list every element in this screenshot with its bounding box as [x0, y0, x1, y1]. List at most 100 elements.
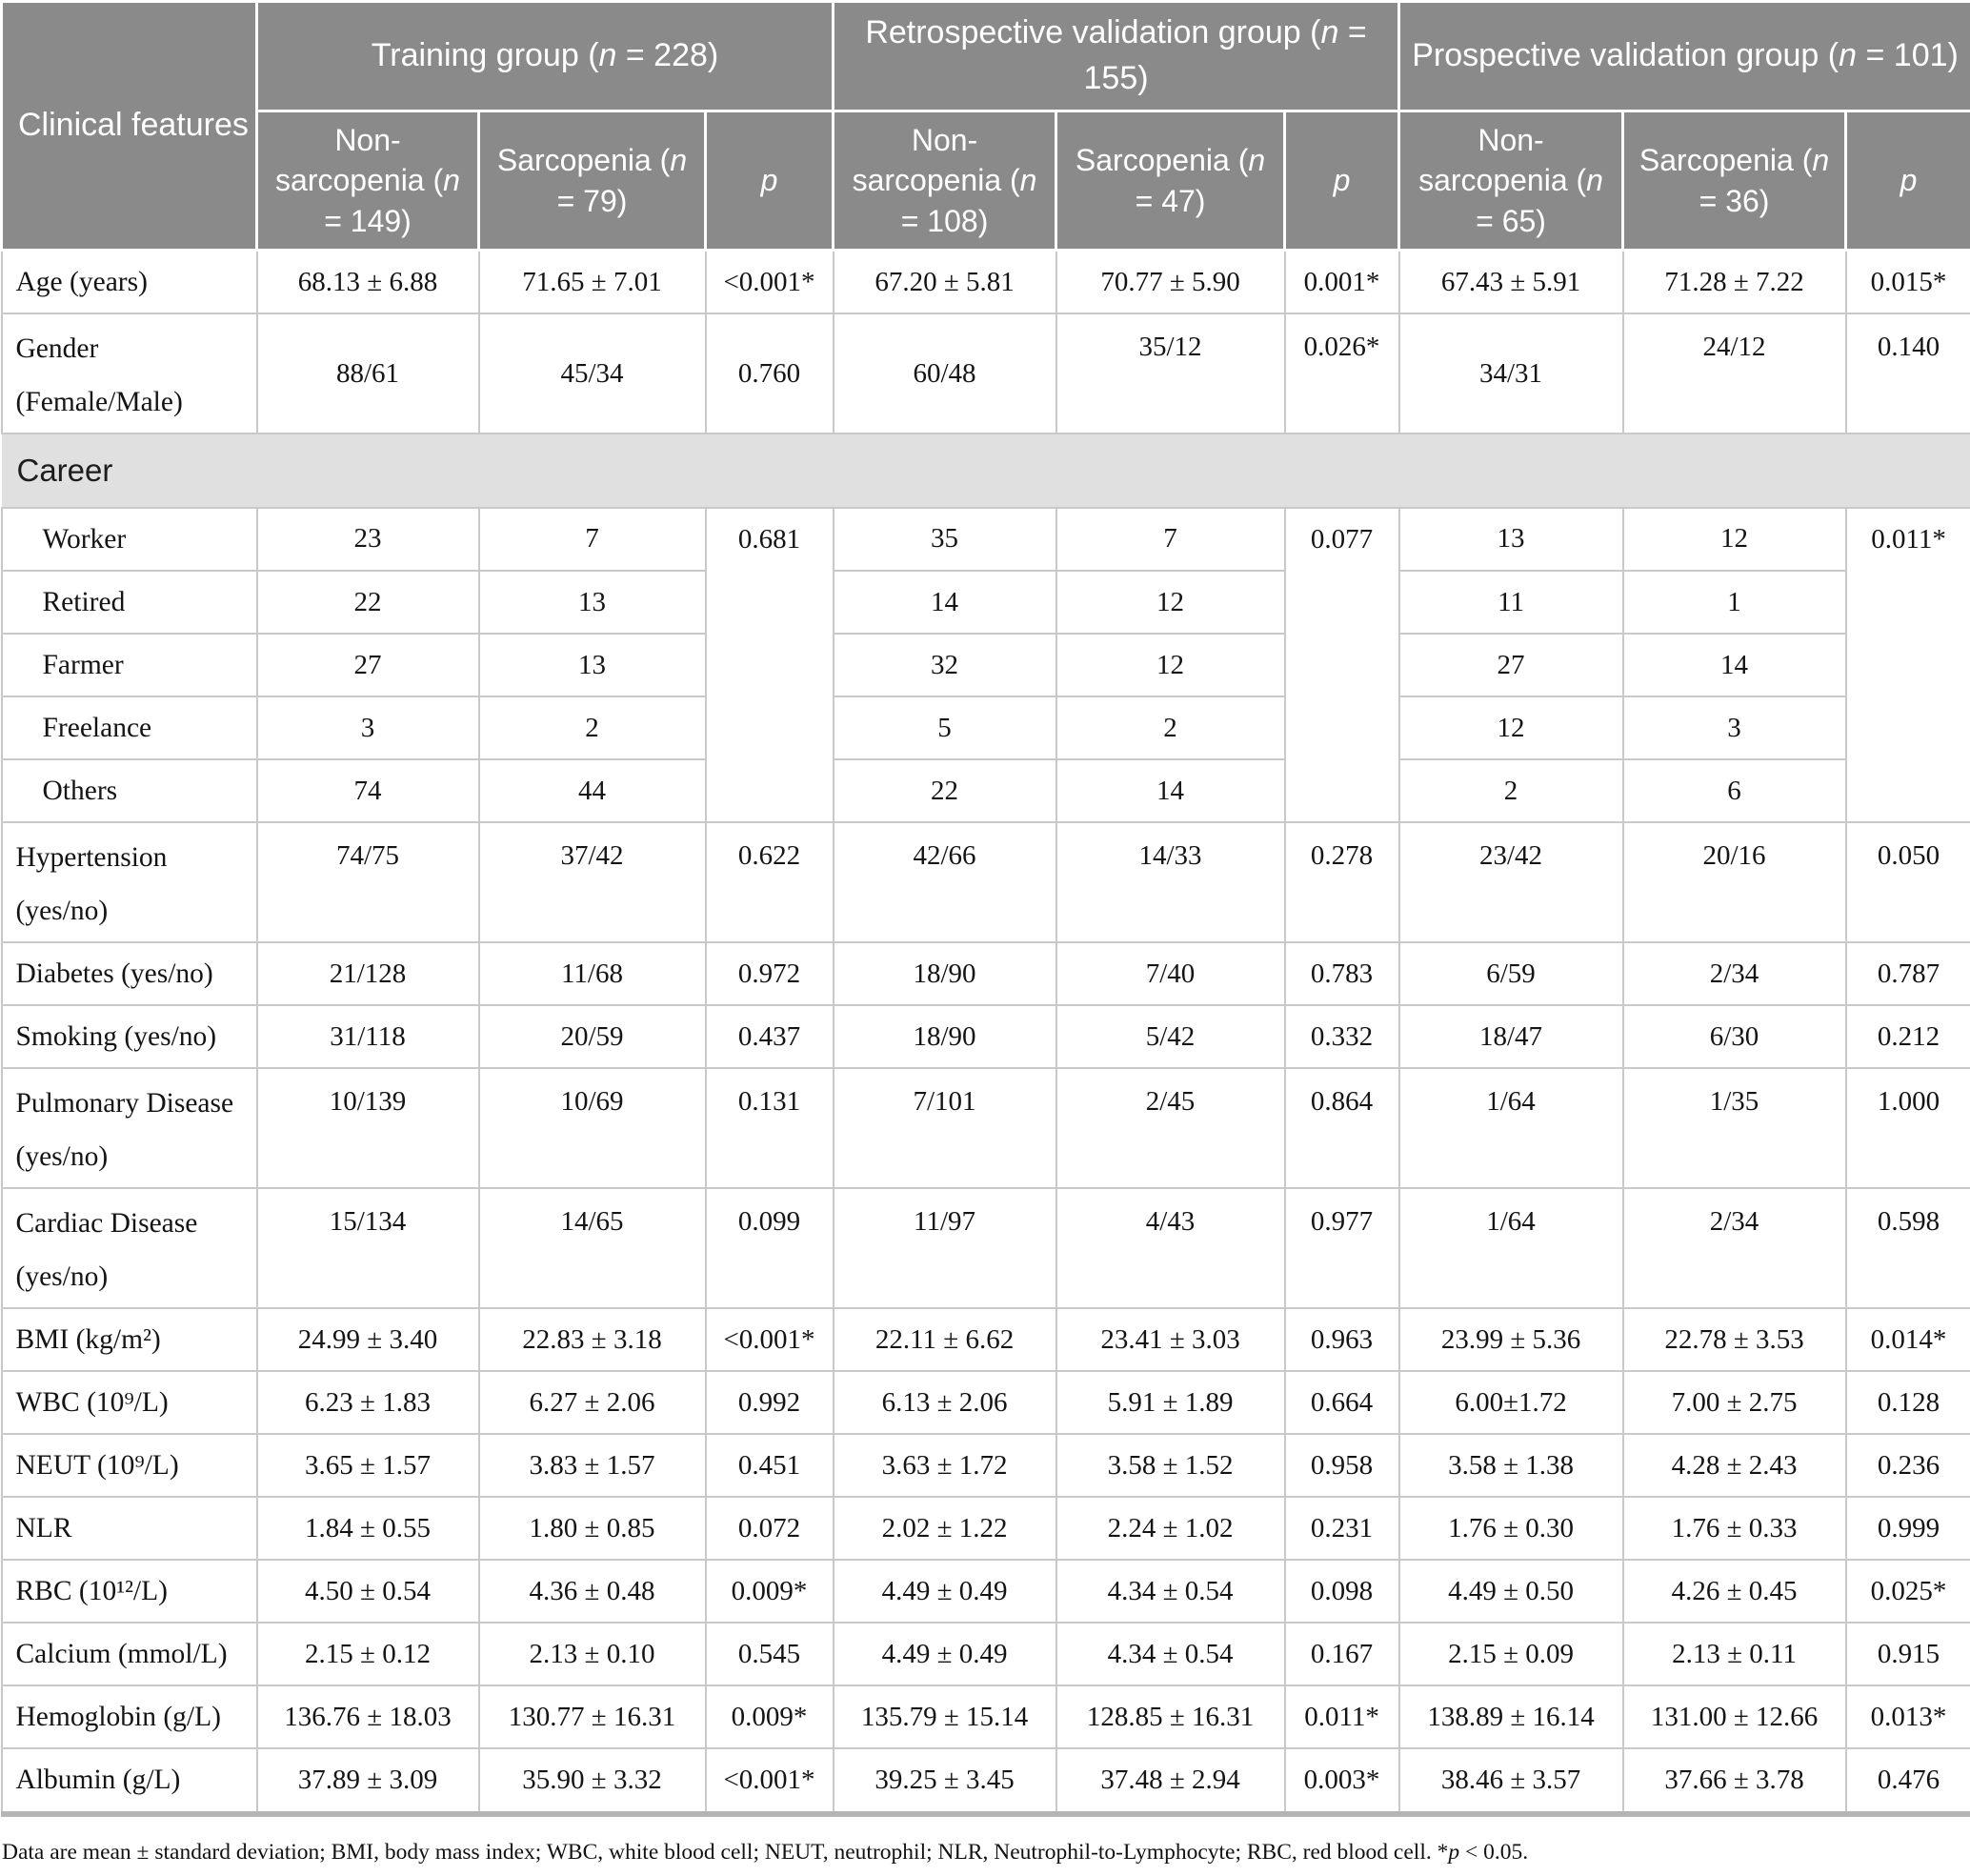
- table-cell: 6/30: [1623, 1005, 1846, 1068]
- table-cell: 0.915: [1846, 1623, 1970, 1685]
- table-cell: 0.050: [1846, 822, 1970, 942]
- table-cell: 67.43 ± 5.91: [1399, 251, 1623, 314]
- table-cell: 1/35: [1623, 1068, 1846, 1188]
- table-cell: 3.63 ± 1.72: [834, 1434, 1056, 1497]
- table-cell: 37.66 ± 3.78: [1623, 1748, 1846, 1813]
- table-cell: 4.36 ± 0.48: [479, 1560, 706, 1623]
- table-cell: 37/42: [479, 822, 706, 942]
- row-label: Farmer: [2, 634, 257, 696]
- table-cell: 6.27 ± 2.06: [479, 1371, 706, 1434]
- table-cell: 2.13 ± 0.10: [479, 1623, 706, 1685]
- table-cell: 14/65: [479, 1188, 706, 1308]
- table-cell: 27: [1399, 634, 1623, 696]
- table-cell: 0.014*: [1846, 1308, 1970, 1371]
- table-cell: 0.783: [1285, 942, 1399, 1005]
- table-cell: 35: [834, 508, 1056, 571]
- table-cell: 1.84 ± 0.55: [257, 1497, 479, 1560]
- table-cell: 7/40: [1056, 942, 1285, 1005]
- table-cell: 7: [1056, 508, 1285, 571]
- table-cell: 0.026*: [1285, 313, 1399, 434]
- table-cell: 131.00 ± 12.66: [1623, 1685, 1846, 1748]
- table-cell: 0.077: [1285, 508, 1399, 822]
- table-cell: 0.622: [706, 822, 834, 942]
- table-cell: 13: [1399, 508, 1623, 571]
- table-cell: 1.76 ± 0.30: [1399, 1497, 1623, 1560]
- table-cell: 7.00 ± 2.75: [1623, 1371, 1846, 1434]
- table-cell: 0.545: [706, 1623, 834, 1685]
- column-header: Sarcopenia (n = 36): [1623, 111, 1846, 251]
- table-cell: <0.001*: [706, 1308, 834, 1371]
- table-cell: 0.128: [1846, 1371, 1970, 1434]
- table-cell: 6.00±1.72: [1399, 1371, 1623, 1434]
- table-cell: 12: [1623, 508, 1846, 571]
- table-cell: 13: [479, 634, 706, 696]
- table-cell: 74: [257, 759, 479, 822]
- table-cell: 0.025*: [1846, 1560, 1970, 1623]
- table-cell: 0.999: [1846, 1497, 1970, 1560]
- row-label: Gender (Female/Male): [2, 313, 257, 434]
- table-cell: 0.001*: [1285, 251, 1399, 314]
- table-cell: 14: [1056, 759, 1285, 822]
- table-cell: 2.02 ± 1.22: [834, 1497, 1056, 1560]
- column-header: Non-sarcopenia (n = 149): [257, 111, 479, 251]
- column-header: Sarcopenia (n = 47): [1056, 111, 1285, 251]
- table-cell: 3.83 ± 1.57: [479, 1434, 706, 1497]
- table-cell: 128.85 ± 16.31: [1056, 1685, 1285, 1748]
- table-cell: 0.598: [1846, 1188, 1970, 1308]
- table-cell: 1.000: [1846, 1068, 1970, 1188]
- table-cell: 2/34: [1623, 1188, 1846, 1308]
- table-cell: 18/90: [834, 942, 1056, 1005]
- row-label: NEUT (10⁹/L): [2, 1434, 257, 1497]
- column-header: p: [706, 111, 834, 251]
- table-cell: 0.011*: [1285, 1685, 1399, 1748]
- table-cell: 0.437: [706, 1005, 834, 1068]
- table-cell: 0.236: [1846, 1434, 1970, 1497]
- table-cell: 0.476: [1846, 1748, 1970, 1813]
- row-label: Age (years): [2, 251, 257, 314]
- table-cell: 3.58 ± 1.52: [1056, 1434, 1285, 1497]
- table-footnote: Data are mean ± standard deviation; BMI,…: [2, 1838, 1966, 1867]
- table-cell: 4.49 ± 0.50: [1399, 1560, 1623, 1623]
- table-cell: 68.13 ± 6.88: [257, 251, 479, 314]
- table-cell: 60/48: [834, 313, 1056, 434]
- table-cell: 15/134: [257, 1188, 479, 1308]
- row-label: RBC (10¹²/L): [2, 1560, 257, 1623]
- column-header: Non-sarcopenia (n = 65): [1399, 111, 1623, 251]
- table-cell: 3.58 ± 1.38: [1399, 1434, 1623, 1497]
- row-label: Diabetes (yes/no): [2, 942, 257, 1005]
- table-cell: 5: [834, 696, 1056, 759]
- table-cell: 0.664: [1285, 1371, 1399, 1434]
- table-cell: 13: [479, 571, 706, 634]
- table-cell: 0.167: [1285, 1623, 1399, 1685]
- table-cell: 5.91 ± 1.89: [1056, 1371, 1285, 1434]
- table-cell: 4.34 ± 0.54: [1056, 1560, 1285, 1623]
- table-cell: 0.009*: [706, 1560, 834, 1623]
- table-cell: 10/139: [257, 1068, 479, 1188]
- section-header: Career: [2, 434, 1970, 507]
- column-group-header: Prospective validation group (n = 101): [1399, 2, 1970, 111]
- table-cell: 14/33: [1056, 822, 1285, 942]
- table-cell: 5/42: [1056, 1005, 1285, 1068]
- table-cell: 45/34: [479, 313, 706, 434]
- table-cell: 21/128: [257, 942, 479, 1005]
- table-cell: 2: [479, 696, 706, 759]
- table-cell: 31/118: [257, 1005, 479, 1068]
- table-cell: 3: [257, 696, 479, 759]
- corner-header: Clinical features: [2, 2, 257, 251]
- table-cell: 0.760: [706, 313, 834, 434]
- table-cell: 7/101: [834, 1068, 1056, 1188]
- table-cell: 0.212: [1846, 1005, 1970, 1068]
- table-cell: 38.46 ± 3.57: [1399, 1748, 1623, 1813]
- table-cell: 67.20 ± 5.81: [834, 251, 1056, 314]
